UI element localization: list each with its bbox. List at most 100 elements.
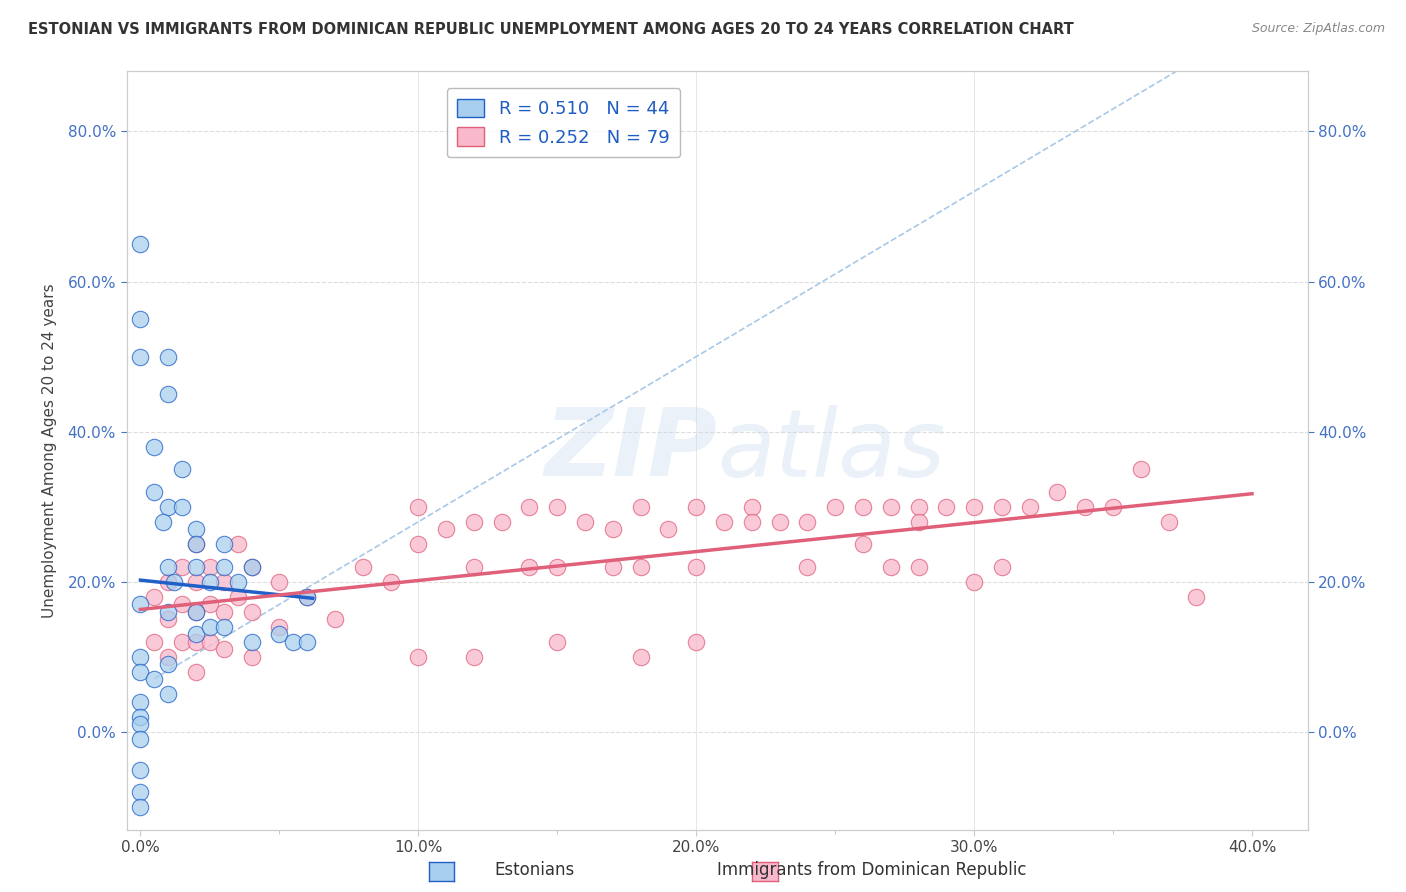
Point [184,559,207,574]
Point [157,688,180,702]
Point [129,649,152,664]
Point [129,732,152,747]
Point [880,500,903,514]
Text: Source: ZipAtlas.com: Source: ZipAtlas.com [1251,22,1385,36]
Point [143,440,166,454]
Point [741,515,763,529]
Point [163,574,186,589]
Point [434,522,457,536]
Point [157,559,180,574]
Point [519,559,541,574]
Point [796,515,818,529]
Point [143,673,166,687]
Point [546,635,568,649]
Point [129,237,152,252]
Point [184,605,207,619]
Point [630,649,652,664]
Point [796,559,818,574]
Point [991,500,1014,514]
Point [295,635,318,649]
Point [741,500,763,514]
Point [685,635,707,649]
Point [1102,500,1125,514]
Point [157,387,180,401]
Point [1046,484,1069,499]
Point [157,574,180,589]
Point [226,537,249,551]
Point [907,515,929,529]
Point [129,665,152,679]
Point [143,484,166,499]
Point [546,500,568,514]
Point [129,350,152,364]
Point [143,590,166,604]
Point [129,312,152,326]
Point [172,559,194,574]
Point [295,590,318,604]
Point [519,500,541,514]
Point [380,574,402,589]
Point [198,598,221,612]
Point [184,665,207,679]
Point [184,627,207,641]
Point [963,574,986,589]
Point [143,635,166,649]
Legend: R = 0.510   N = 44, R = 0.252   N = 79: R = 0.510 N = 44, R = 0.252 N = 79 [447,88,681,157]
Point [152,515,174,529]
Point [212,642,235,657]
Point [184,537,207,551]
Point [991,559,1014,574]
Point [546,559,568,574]
Point [852,500,875,514]
Point [491,515,513,529]
Point [129,785,152,799]
Point [129,763,152,777]
Point [685,500,707,514]
Text: atlas: atlas [717,405,945,496]
Point [283,635,305,649]
Point [240,635,263,649]
Point [184,522,207,536]
Point [880,559,903,574]
Point [602,559,624,574]
Point [198,620,221,634]
Point [1018,500,1040,514]
Y-axis label: Unemployment Among Ages 20 to 24 years: Unemployment Among Ages 20 to 24 years [42,283,56,618]
Point [198,559,221,574]
Point [408,500,430,514]
Point [212,605,235,619]
Point [463,559,485,574]
Point [408,537,430,551]
Point [768,515,790,529]
Point [212,574,235,589]
Point [198,574,221,589]
Point [463,649,485,664]
Point [157,350,180,364]
Point [226,574,249,589]
Point [463,515,485,529]
Point [184,605,207,619]
Point [184,574,207,589]
Point [1157,515,1180,529]
Point [172,635,194,649]
Point [630,559,652,574]
Point [852,537,875,551]
Point [352,559,374,574]
Point [212,620,235,634]
Point [685,559,707,574]
Point [935,500,957,514]
Point [1129,462,1152,476]
Point [824,500,846,514]
Point [907,559,929,574]
Point [657,522,679,536]
Point [907,500,929,514]
Point [157,649,180,664]
Point [129,598,152,612]
Point [129,695,152,709]
Text: ZIP: ZIP [544,404,717,497]
Point [602,522,624,536]
Text: Immigrants from Dominican Republic: Immigrants from Dominican Republic [717,861,1026,879]
Point [713,515,735,529]
Point [240,605,263,619]
Point [295,590,318,604]
